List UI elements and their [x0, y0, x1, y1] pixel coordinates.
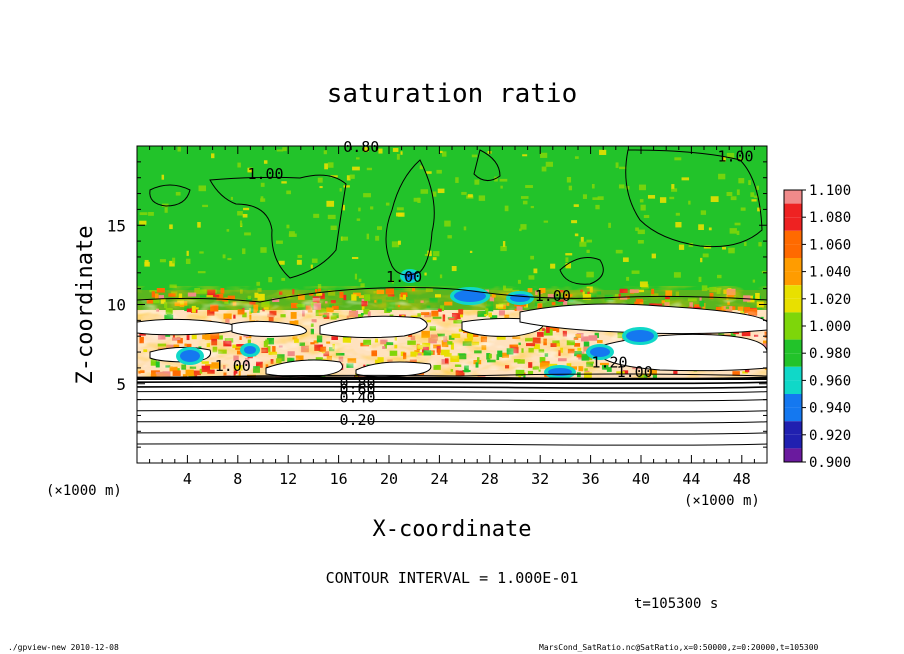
- contour-label: 0.40: [339, 389, 375, 407]
- x-tick-label: 12: [279, 470, 297, 488]
- contour-label: 0.20: [339, 411, 375, 429]
- saturation-field: [137, 146, 767, 463]
- colorbar-swatch: [784, 448, 802, 462]
- colorbar-swatch: [784, 366, 802, 381]
- chart-title: saturation ratio: [327, 79, 577, 109]
- x-tick-label: 24: [430, 470, 448, 488]
- upper-contour-lines: [137, 149, 767, 379]
- region-saturated: [137, 146, 767, 310]
- colorbar-swatch: [784, 258, 802, 272]
- colorbar-label: 1.100: [809, 183, 851, 199]
- y-tick-label: 5: [116, 375, 126, 394]
- colorbar-label: 0.980: [809, 346, 851, 362]
- colorbar-swatch: [784, 285, 802, 299]
- contour-label: 1.00: [247, 165, 283, 183]
- x-tick-label: 32: [531, 470, 549, 488]
- time-label: t=105300 s: [634, 596, 718, 612]
- x-tick-label: 48: [733, 470, 751, 488]
- colorbar-swatch: [784, 326, 802, 340]
- contour-label: 1.00: [717, 148, 753, 166]
- colorbar-swatch: [784, 339, 802, 354]
- colorbar-swatch: [784, 271, 802, 286]
- colorbar-label: 1.000: [809, 319, 851, 335]
- x-tick-label: 4: [183, 470, 192, 488]
- contour-label: 1.00: [386, 268, 422, 286]
- colorbar-swatch: [784, 353, 802, 367]
- colorbar-swatch: [784, 312, 802, 326]
- colorbar-swatch: [784, 298, 802, 313]
- colorbar-swatch: [784, 380, 802, 394]
- colorbar-label: 0.940: [809, 401, 851, 417]
- colorbar-label: 1.080: [809, 210, 851, 226]
- colorbar-swatch: [784, 190, 802, 204]
- contour-label: 1.00: [215, 357, 251, 375]
- contour-label: 1.00: [535, 287, 571, 305]
- contour-label: 1.00: [617, 363, 653, 381]
- y-tick-label: 15: [107, 216, 126, 235]
- contour-label: 1.20: [591, 354, 627, 372]
- contour-label: 0.80: [339, 374, 375, 392]
- colorbar-swatch: [784, 421, 802, 435]
- colorbar: 1.100 1.080 1.060 1.040 1.020 1.000 0.980 0.960…: [783, 183, 851, 471]
- colorbar-label: 1.020: [809, 292, 851, 308]
- colorbar-swatch: [784, 407, 802, 422]
- contour-label: 0.80: [343, 138, 379, 156]
- colorbar-swatch: [784, 244, 802, 258]
- colorbar-label: 0.960: [809, 373, 851, 389]
- x-tick-label: 36: [582, 470, 600, 488]
- contour-interval: CONTOUR INTERVAL = 1.000E-01: [326, 569, 579, 587]
- footer-right: MarsCond_SatRatio.nc@SatRatio,x=0:50000,…: [539, 643, 819, 652]
- footer-left: ./gpview-new 2010-12-08: [8, 643, 119, 652]
- x-tick-label: 16: [330, 470, 348, 488]
- colorbar-label: 1.040: [809, 265, 851, 281]
- x-unit-right: (×1000 m): [684, 493, 760, 509]
- contour-label: 0.60: [339, 381, 375, 399]
- colorbar-swatch: [784, 217, 802, 231]
- field-speckle: [139, 146, 767, 300]
- x-tick-label: 20: [380, 470, 398, 488]
- colorbar-label: 1.060: [809, 237, 851, 253]
- x-tick-label: 40: [632, 470, 650, 488]
- x-tick-label: 28: [481, 470, 499, 488]
- supersaturated-lenses: [137, 303, 767, 378]
- colorbar-swatch: [784, 203, 802, 218]
- contour-labels: 0.200.400.600.801.001.001.001.001.001.20…: [215, 138, 754, 429]
- x-unit-left: (×1000 m): [46, 483, 122, 499]
- colorbar-label: 0.900: [809, 455, 851, 471]
- x-tick-label: 44: [682, 470, 700, 488]
- y-axis-ticks: 5 10 15: [107, 161, 767, 448]
- x-axis-ticks: 4 8 12 16 20 24 28 32 36 40 44 48: [149, 146, 755, 488]
- x-axis-label: X-coordinate: [373, 517, 532, 542]
- y-axis-label: Z-coordinate: [73, 226, 98, 385]
- x-tick-label: 8: [233, 470, 242, 488]
- y-tick-label: 10: [107, 296, 126, 315]
- colorbar-swatch: [784, 434, 802, 449]
- colorbar-label: 0.920: [809, 428, 851, 444]
- colorbar-swatch: [784, 394, 802, 408]
- colorbar-swatch: [784, 230, 802, 245]
